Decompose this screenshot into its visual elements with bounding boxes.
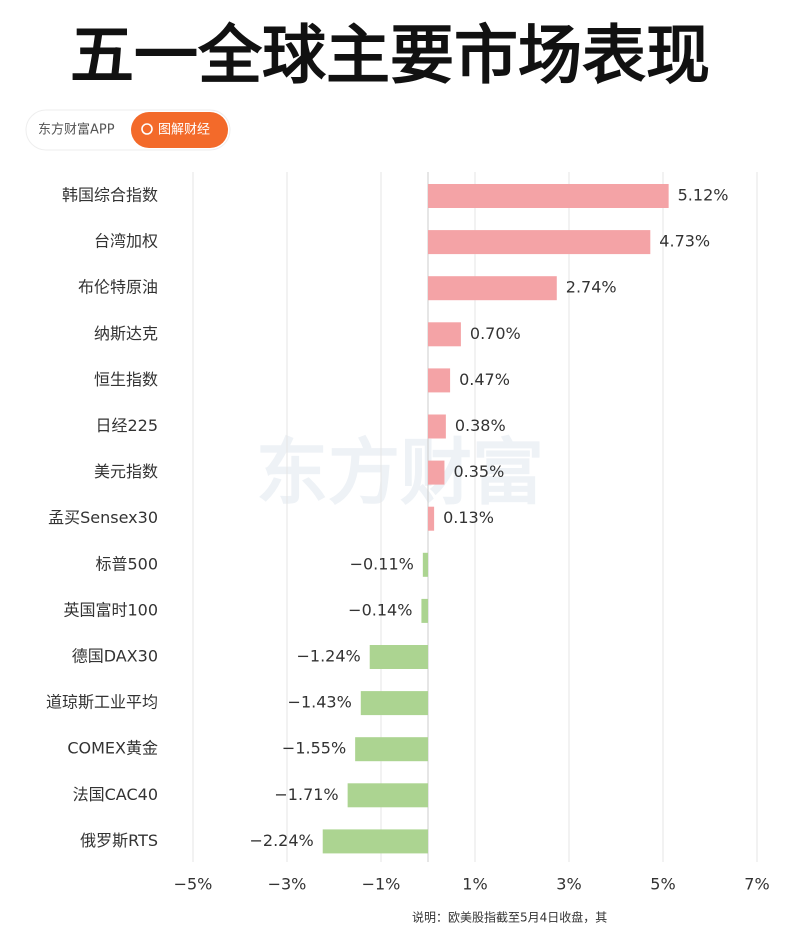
value-label: −0.14%: [348, 600, 412, 619]
chart-title: 五一全球主要市场表现: [70, 20, 710, 94]
y-tick-label: 纳斯达克: [94, 324, 158, 343]
y-tick-label: 德国DAX30: [72, 647, 158, 666]
bar: [428, 184, 669, 208]
watermark: 东方财富: [256, 431, 544, 515]
badge-source: 东方财富APP: [38, 122, 115, 138]
value-label: −2.24%: [249, 831, 313, 850]
bar: [428, 460, 445, 485]
value-label: 0.70%: [470, 324, 521, 343]
bar: [355, 737, 428, 762]
y-tick-label: 英国富时100: [63, 600, 158, 619]
bar: [428, 276, 557, 301]
x-tick-label: −5%: [174, 875, 213, 894]
bar: [369, 645, 428, 669]
value-label: −1.55%: [282, 739, 346, 758]
y-tick-label: 俄罗斯RTS: [80, 831, 158, 850]
x-tick-label: 3%: [556, 875, 581, 894]
y-tick-label: 恒生指数: [94, 370, 158, 389]
value-label: 4.73%: [659, 232, 710, 251]
x-tick-label: 7%: [744, 875, 769, 894]
badge-label: 图解财经: [158, 123, 210, 138]
y-tick-label: 日经225: [95, 416, 158, 435]
x-tick-label: −3%: [268, 875, 307, 894]
y-tick-label: 美元指数: [94, 462, 158, 481]
y-tick-label: 孟买Sensex30: [48, 508, 158, 527]
bar: [322, 829, 428, 854]
badge-pill: [131, 112, 228, 148]
value-label: −1.24%: [296, 647, 360, 666]
value-label: 5.12%: [678, 186, 729, 205]
value-label: −1.71%: [274, 785, 338, 804]
y-tick-label: 布伦特原油: [78, 278, 158, 297]
bar: [428, 368, 451, 393]
value-label: 0.47%: [459, 370, 510, 389]
bar: [428, 506, 435, 531]
search-icon: [141, 123, 153, 135]
bar: [428, 322, 461, 347]
bar: [360, 691, 428, 716]
value-label: 0.38%: [455, 416, 506, 435]
y-tick-label: 道琼斯工业平均: [46, 693, 158, 712]
x-tick-label: 5%: [650, 875, 675, 894]
y-tick-label: 台湾加权: [94, 232, 158, 251]
y-tick-label: COMEX黄金: [67, 739, 158, 758]
y-tick-label: 韩国综合指数: [62, 186, 158, 205]
bar: [428, 230, 651, 255]
value-label: −1.43%: [288, 693, 352, 712]
footnote: 说明：欧美股指截至5月4日收盘，其: [412, 910, 607, 925]
value-label: 2.74%: [566, 278, 617, 297]
bar: [422, 552, 428, 577]
bar: [347, 783, 428, 808]
y-tick-label: 标普500: [95, 554, 158, 573]
value-label: −0.11%: [350, 554, 414, 573]
y-tick-label: 法国CAC40: [73, 785, 158, 804]
x-tick-label: 1%: [462, 875, 487, 894]
bar: [421, 598, 428, 623]
value-label: 0.35%: [453, 462, 504, 481]
x-tick-label: −1%: [362, 875, 401, 894]
value-label: 0.13%: [443, 508, 494, 527]
bar: [428, 414, 446, 439]
